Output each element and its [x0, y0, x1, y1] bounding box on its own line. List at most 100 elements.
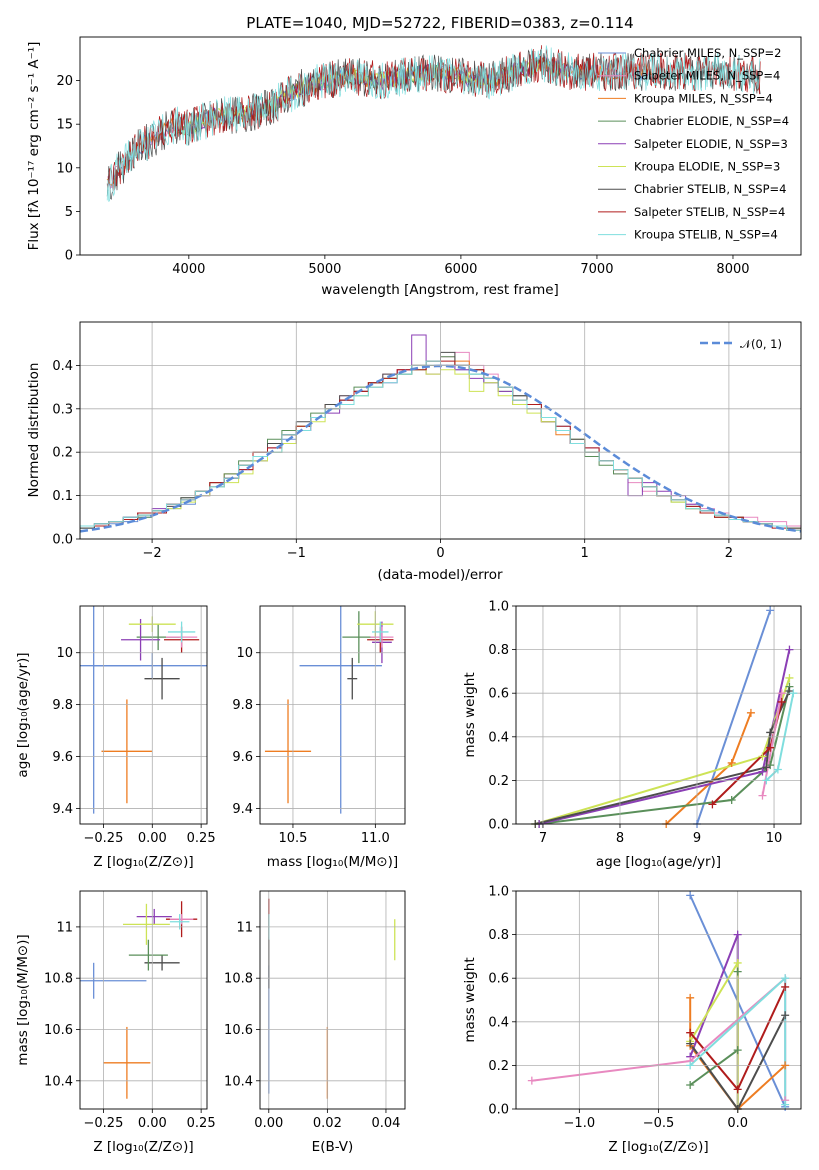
axes-frame: [79, 890, 208, 1110]
plus-marker: [686, 891, 695, 900]
panel-1: −2 −1 0 1 2 0.0 0.1 0.2 0.3 0.4 (data-model)/error…: [26, 321, 802, 583]
plus-marker: [733, 1046, 742, 1055]
legend-label: Chabrier ELODIE, N_SSP=4: [634, 114, 789, 128]
plot-area: [106, 45, 761, 202]
legend-label: 𝒩(0, 1): [740, 337, 782, 351]
y-tick-label: 9.4: [52, 802, 73, 817]
y-axis-label: mass [log₁₀(M/M⊙)]: [15, 934, 31, 1065]
y-axis-label: age [log₁₀(age/yr)]: [15, 652, 31, 777]
x-axis-label: age [log₁₀(age/yr)]: [596, 854, 721, 870]
y-tick-label: 1.0: [488, 885, 509, 900]
y-tick-label: 11: [56, 920, 73, 935]
y-tick-label: 0.3: [52, 402, 73, 417]
legend-label: Chabrier STELIB, N_SSP=4: [634, 182, 786, 196]
y-tick-label: 5: [65, 205, 73, 220]
plus-marker: [686, 1061, 695, 1070]
y-tick-label: 10.4: [44, 1074, 73, 1089]
x-tick-label: 7: [539, 831, 547, 846]
x-tick-label: 7000: [580, 262, 613, 277]
plus-marker: [789, 689, 798, 698]
axes-frame: [259, 890, 406, 1110]
x-tick-label: 1: [581, 546, 589, 561]
y-axis-label: mass weight: [462, 672, 478, 757]
axes-frame: [259, 605, 406, 825]
x-tick-label: 10: [766, 831, 783, 846]
y-tick-label: 0.2: [488, 1059, 509, 1074]
y-tick-label: 10.6: [224, 1023, 253, 1038]
plus-marker: [733, 930, 742, 939]
y-tick-label: 10: [236, 646, 253, 661]
plus-marker: [766, 606, 775, 615]
y-tick-label: 0: [65, 249, 73, 264]
legend-label: Salpeter STELIB, N_SSP=4: [634, 205, 785, 219]
legend-label: Salpeter ELODIE, N_SSP=3: [634, 137, 788, 151]
legend-label: Chabrier MILES, N_SSP=2: [634, 46, 781, 60]
plus-marker: [781, 974, 790, 983]
plot-area: [264, 606, 394, 814]
x-tick-label: −1.0: [564, 1116, 596, 1131]
panel-6: 0.00 0.02 0.04 10.4 10.6 10.8 11 E(B-V): [224, 890, 406, 1155]
panel-7: −1.0 −0.5 0.0 0.0 0.2 0.4 0.6 0.8 1.0 Z [log₁₀(Z/…: [462, 885, 802, 1155]
x-tick-label: 2: [725, 546, 733, 561]
y-tick-label: 11: [236, 920, 253, 935]
x-axis-label: (data-model)/error: [377, 567, 503, 583]
x-tick-label: −0.25: [84, 831, 124, 846]
plus-marker: [686, 993, 695, 1002]
x-tick-label: 0.0: [727, 1116, 748, 1131]
x-axis-label: wavelength [Angstrom, rest frame]: [321, 282, 559, 298]
plus-marker: [733, 967, 742, 976]
x-tick-label: −0.5: [643, 1116, 675, 1131]
y-tick-label: 0.0: [52, 533, 73, 548]
x-tick-label: 4000: [172, 262, 205, 277]
y-tick-label: 0.0: [488, 818, 509, 833]
x-axis-label: mass [log₁₀(M/M⊙)]: [267, 854, 398, 870]
axes-frame: [79, 321, 802, 540]
plus-marker: [758, 791, 767, 800]
x-axis-label: E(B-V): [312, 1139, 354, 1155]
y-axis-label: Flux [fλ 10⁻¹⁷ erg cm⁻² s⁻¹ A⁻¹]: [26, 42, 42, 251]
x-tick-label: 8000: [716, 262, 749, 277]
mass-weight-line: [535, 677, 791, 824]
plus-marker: [686, 1081, 695, 1090]
x-tick-label: 0.25: [187, 1116, 216, 1131]
x-tick-label: −1: [287, 546, 306, 561]
spectrum-line: [106, 45, 761, 202]
axes-frame: [79, 36, 802, 256]
plus-marker: [758, 752, 767, 761]
plus-marker: [766, 743, 775, 752]
axes-frame: [79, 605, 208, 825]
plus-marker: [746, 708, 755, 717]
y-axis-label: mass weight: [462, 957, 478, 1042]
y-tick-label: 0.1: [52, 489, 73, 504]
plus-marker: [785, 645, 794, 654]
y-tick-label: 0.0: [488, 1103, 509, 1118]
y-tick-label: 0.4: [488, 730, 509, 745]
legend-label: Kroupa STELIB, N_SSP=4: [634, 228, 778, 242]
legend-label: Kroupa ELODIE, N_SSP=3: [634, 160, 780, 174]
x-tick-label: 0.04: [371, 1116, 400, 1131]
plus-marker: [781, 1100, 790, 1109]
x-tick-label: 0.00: [254, 1116, 283, 1131]
y-tick-label: 0.4: [52, 359, 73, 374]
plus-marker: [727, 758, 736, 767]
plus-marker: [777, 697, 786, 706]
y-tick-label: 10: [56, 161, 73, 176]
y-tick-label: 0.2: [488, 774, 509, 789]
panel-0: 4000 5000 6000 7000 8000 0 5 10 15 20 PLATE=1040, …: [26, 14, 802, 298]
y-tick-label: 10.4: [224, 1074, 253, 1089]
panel-4: 7 8 9 10 0.0 0.2 0.4 0.6 0.8 1.0 age [log₁₀(age/yr…: [462, 600, 802, 870]
y-tick-label: 10.6: [44, 1023, 73, 1038]
y-tick-label: 9.4: [232, 802, 253, 817]
plus-marker: [773, 765, 782, 774]
mass-weight-line: [696, 610, 772, 824]
x-tick-label: −0.25: [84, 1116, 124, 1131]
x-axis-label: Z [log₁₀(Z/Z⊙)]: [93, 1139, 193, 1155]
y-axis-label: Normed distribution: [26, 363, 42, 498]
y-tick-label: 0.8: [488, 643, 509, 658]
x-tick-label: 11.0: [361, 831, 390, 846]
y-tick-label: 9.8: [232, 698, 253, 713]
plus-marker: [733, 958, 742, 967]
plus-marker: [766, 728, 775, 737]
x-tick-label: −2: [143, 546, 162, 561]
plus-marker: [785, 673, 794, 682]
